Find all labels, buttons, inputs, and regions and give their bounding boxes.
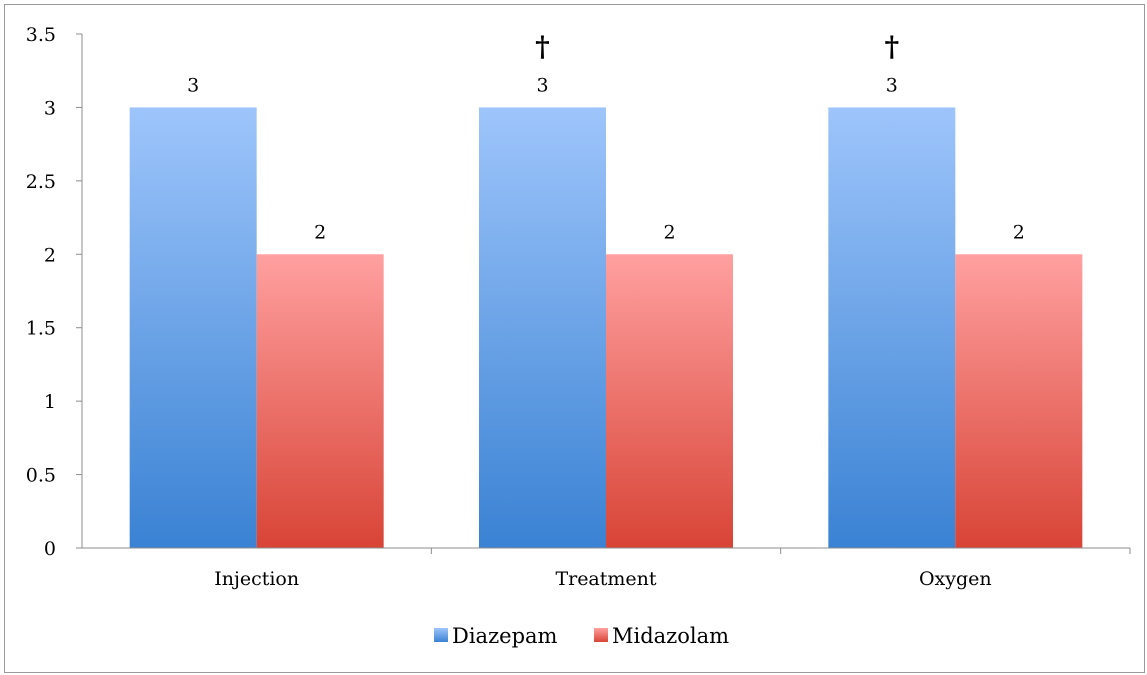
bar-diazepam-oxygen xyxy=(828,107,956,548)
x-tick-label: Injection xyxy=(214,568,299,590)
data-label: 3 xyxy=(886,74,898,96)
legend-label-diazepam: Diazepam xyxy=(452,624,558,648)
y-tick-label: 1 xyxy=(44,391,56,413)
y-tick-label: 1.5 xyxy=(26,318,56,340)
data-label: 2 xyxy=(314,221,326,243)
significance-dagger: † xyxy=(535,30,550,63)
bar-diazepam-treatment xyxy=(479,107,606,548)
y-tick-label: 0.5 xyxy=(26,465,56,487)
y-axis-ticks: 0 0.5 1 1.5 2 2.5 3 3.5 xyxy=(26,24,82,560)
y-tick-label: 2 xyxy=(44,244,56,266)
y-tick-label: 3 xyxy=(44,97,56,119)
y-tick-label: 3.5 xyxy=(26,24,56,46)
data-label: 2 xyxy=(663,221,675,243)
legend-swatch-midazolam xyxy=(594,628,608,642)
y-tick-label: 0 xyxy=(44,538,56,560)
bar-midazolam-oxygen xyxy=(955,254,1083,549)
bar-midazolam-treatment xyxy=(606,254,733,549)
data-label: 3 xyxy=(536,74,548,96)
y-tick-label: 2.5 xyxy=(26,171,56,193)
legend-swatch-diazepam xyxy=(434,628,448,642)
legend: Diazepam Midazolam xyxy=(434,624,729,648)
data-label: 3 xyxy=(187,74,199,96)
bars xyxy=(129,107,1083,549)
significance-dagger: † xyxy=(885,30,900,63)
data-label: 2 xyxy=(1013,221,1025,243)
bar-diazepam-injection xyxy=(129,107,257,548)
x-tick-label: Oxygen xyxy=(919,568,992,590)
bar-midazolam-injection xyxy=(256,254,384,549)
data-labels: 3 2 3 2 3 2 xyxy=(187,74,1025,243)
x-axis-ticks: Injection Treatment Oxygen xyxy=(214,548,1131,590)
legend-label-midazolam: Midazolam xyxy=(612,624,729,648)
x-tick-label: Treatment xyxy=(555,568,656,590)
significance-markers: † † xyxy=(535,30,899,63)
